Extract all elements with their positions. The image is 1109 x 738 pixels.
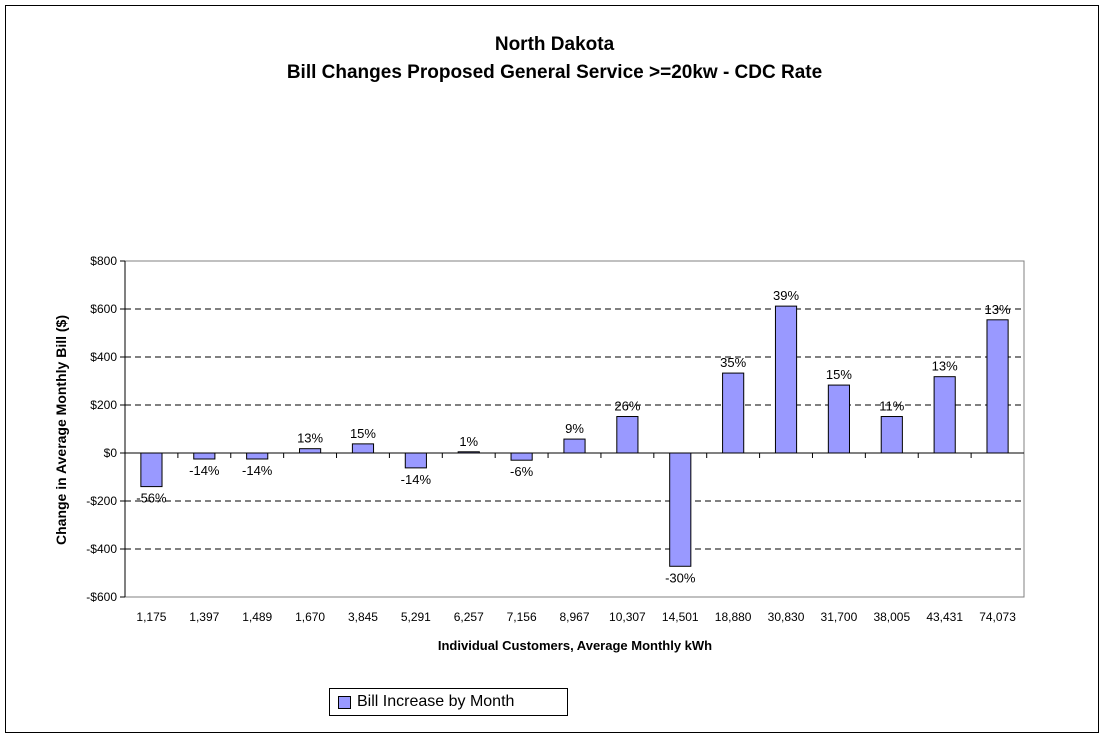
x-tick-label: 1,175 xyxy=(136,610,166,624)
chart-subtitle: Bill Changes Proposed General Service >=… xyxy=(286,62,823,83)
legend-swatch xyxy=(338,695,351,709)
labels: -$600 -$400 -$200 $0 $200 $400 $600 $800 -56% 1,1… xyxy=(86,254,1016,624)
data-label: -56% xyxy=(136,491,167,506)
bar xyxy=(827,384,850,454)
x-tick-label: 31,700 xyxy=(821,610,858,624)
bar xyxy=(246,452,269,460)
y-tick-label: -$400 xyxy=(86,542,117,556)
bar xyxy=(140,452,163,488)
y-axis-title: Change in Average Monthly Bill ($) xyxy=(53,315,69,545)
data-label: 13% xyxy=(985,302,1011,317)
chart-frame xyxy=(5,5,1099,733)
x-tick-label: 1,489 xyxy=(242,610,272,624)
bar xyxy=(510,452,533,461)
legend-label: Bill Increase by Month xyxy=(357,693,515,710)
y-tick-label: $200 xyxy=(90,398,117,412)
data-label: 11% xyxy=(879,399,904,414)
bar xyxy=(351,443,375,454)
bar xyxy=(986,319,1009,454)
x-tick-label: 6,257 xyxy=(454,610,484,624)
x-tick-label: 18,880 xyxy=(715,610,752,624)
data-label: 1% xyxy=(459,434,478,449)
y-tick-label: $600 xyxy=(90,302,117,316)
bar xyxy=(722,372,745,454)
data-label: 15% xyxy=(350,426,376,441)
axes xyxy=(120,260,1025,598)
data-label: -14% xyxy=(401,472,432,487)
data-label: -6% xyxy=(510,464,534,479)
x-tick-label: 14,501 xyxy=(662,610,699,624)
x-tick-label: 43,431 xyxy=(926,610,963,624)
data-label: 39% xyxy=(773,288,799,303)
x-tick-label: 5,291 xyxy=(401,610,431,624)
data-label: -14% xyxy=(242,463,273,478)
data-label: -30% xyxy=(665,570,696,585)
bar xyxy=(193,452,216,460)
y-tick-label: $0 xyxy=(104,446,118,460)
bar xyxy=(880,416,903,454)
bar xyxy=(933,376,956,454)
data-label: 35% xyxy=(720,355,746,370)
y-tick-label: -$200 xyxy=(86,494,117,508)
x-tick-label: 1,670 xyxy=(295,610,325,624)
bars xyxy=(140,305,1009,567)
data-label: -14% xyxy=(189,463,220,478)
data-label: 26% xyxy=(614,399,640,414)
x-tick-label: 8,967 xyxy=(559,610,589,624)
chart-title: North Dakota xyxy=(494,34,615,55)
data-label: 13% xyxy=(932,359,958,374)
x-tick-label: 74,073 xyxy=(979,610,1016,624)
bar xyxy=(299,448,322,454)
x-tick-label: 38,005 xyxy=(873,610,910,624)
bar xyxy=(616,416,639,454)
chart-legend: Bill Increase by Month xyxy=(329,688,568,716)
y-tick-label: -$600 xyxy=(86,590,117,604)
x-axis-title: Individual Customers, Average Monthly kW… xyxy=(438,638,712,653)
data-label: 13% xyxy=(297,431,323,446)
x-tick-label: 7,156 xyxy=(507,610,537,624)
y-tick-label: $400 xyxy=(90,350,117,364)
x-tick-label: 3,845 xyxy=(348,610,378,624)
bar xyxy=(404,452,427,469)
x-tick-label: 10,307 xyxy=(609,610,646,624)
bar xyxy=(563,438,586,454)
x-tick-label: 1,397 xyxy=(189,610,219,624)
data-label: 15% xyxy=(826,367,852,382)
bar xyxy=(774,305,798,454)
data-label: 9% xyxy=(565,421,584,436)
x-tick-label: 30,830 xyxy=(768,610,805,624)
bar xyxy=(669,452,692,567)
y-tick-label: $800 xyxy=(90,254,117,268)
